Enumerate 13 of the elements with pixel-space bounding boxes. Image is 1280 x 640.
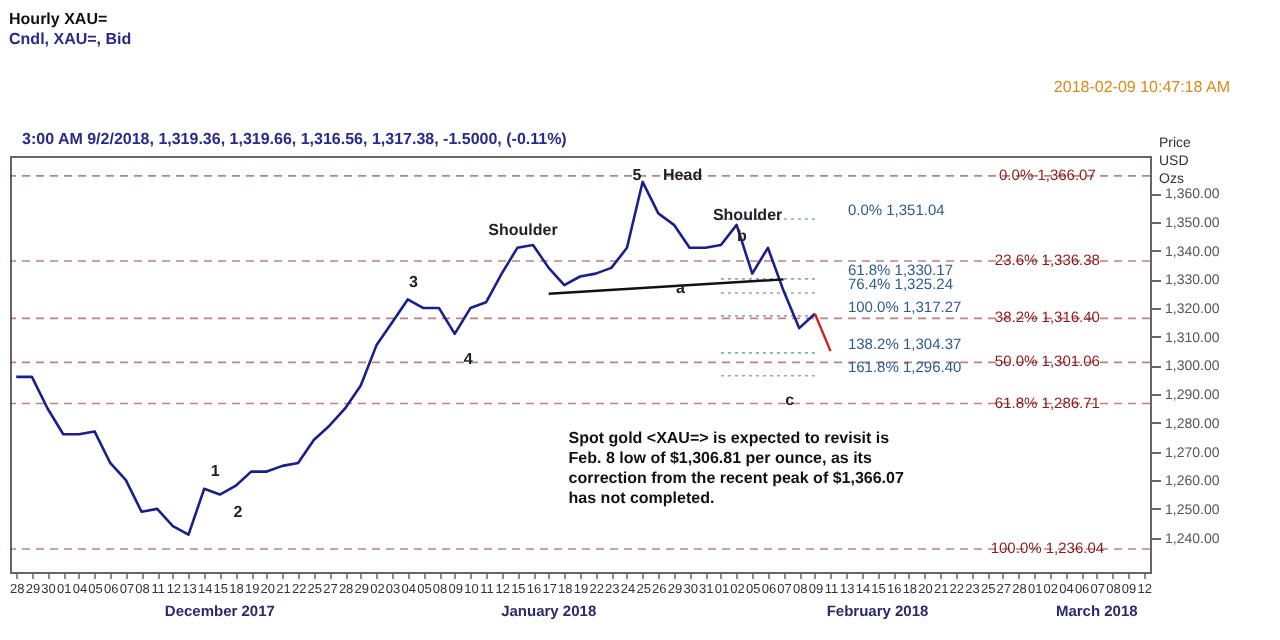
- annotation: 4: [463, 349, 474, 368]
- annotation: Shoulder: [712, 206, 783, 224]
- text: 2018-02-09 10:47:18 AM: [1053, 78, 1231, 96]
- annotation: Shoulder: [488, 220, 558, 239]
- chart-title: Hourly XAU=: [9, 10, 108, 28]
- annotation: 2: [233, 503, 244, 522]
- chart-subtitle: Cndl, XAU=, Bid: [9, 30, 132, 48]
- annotation: 5: [632, 166, 643, 185]
- annotation: c: [785, 391, 796, 410]
- annotation: Spot gold <XAU=> is expected to revisit is Feb. 8 low of $1,306.81 per ounce, as its correction from the recent peak of $1,366.07 has not completed.: [568, 428, 905, 507]
- annotation: 1: [210, 461, 221, 480]
- text: 3:00 AM 9/2/2018, 1,319.36, 1,319.66, 1,316.56, 1,317.38, -1.5000, (-0.11%): [22, 130, 568, 148]
- annotation: 3: [409, 272, 420, 291]
